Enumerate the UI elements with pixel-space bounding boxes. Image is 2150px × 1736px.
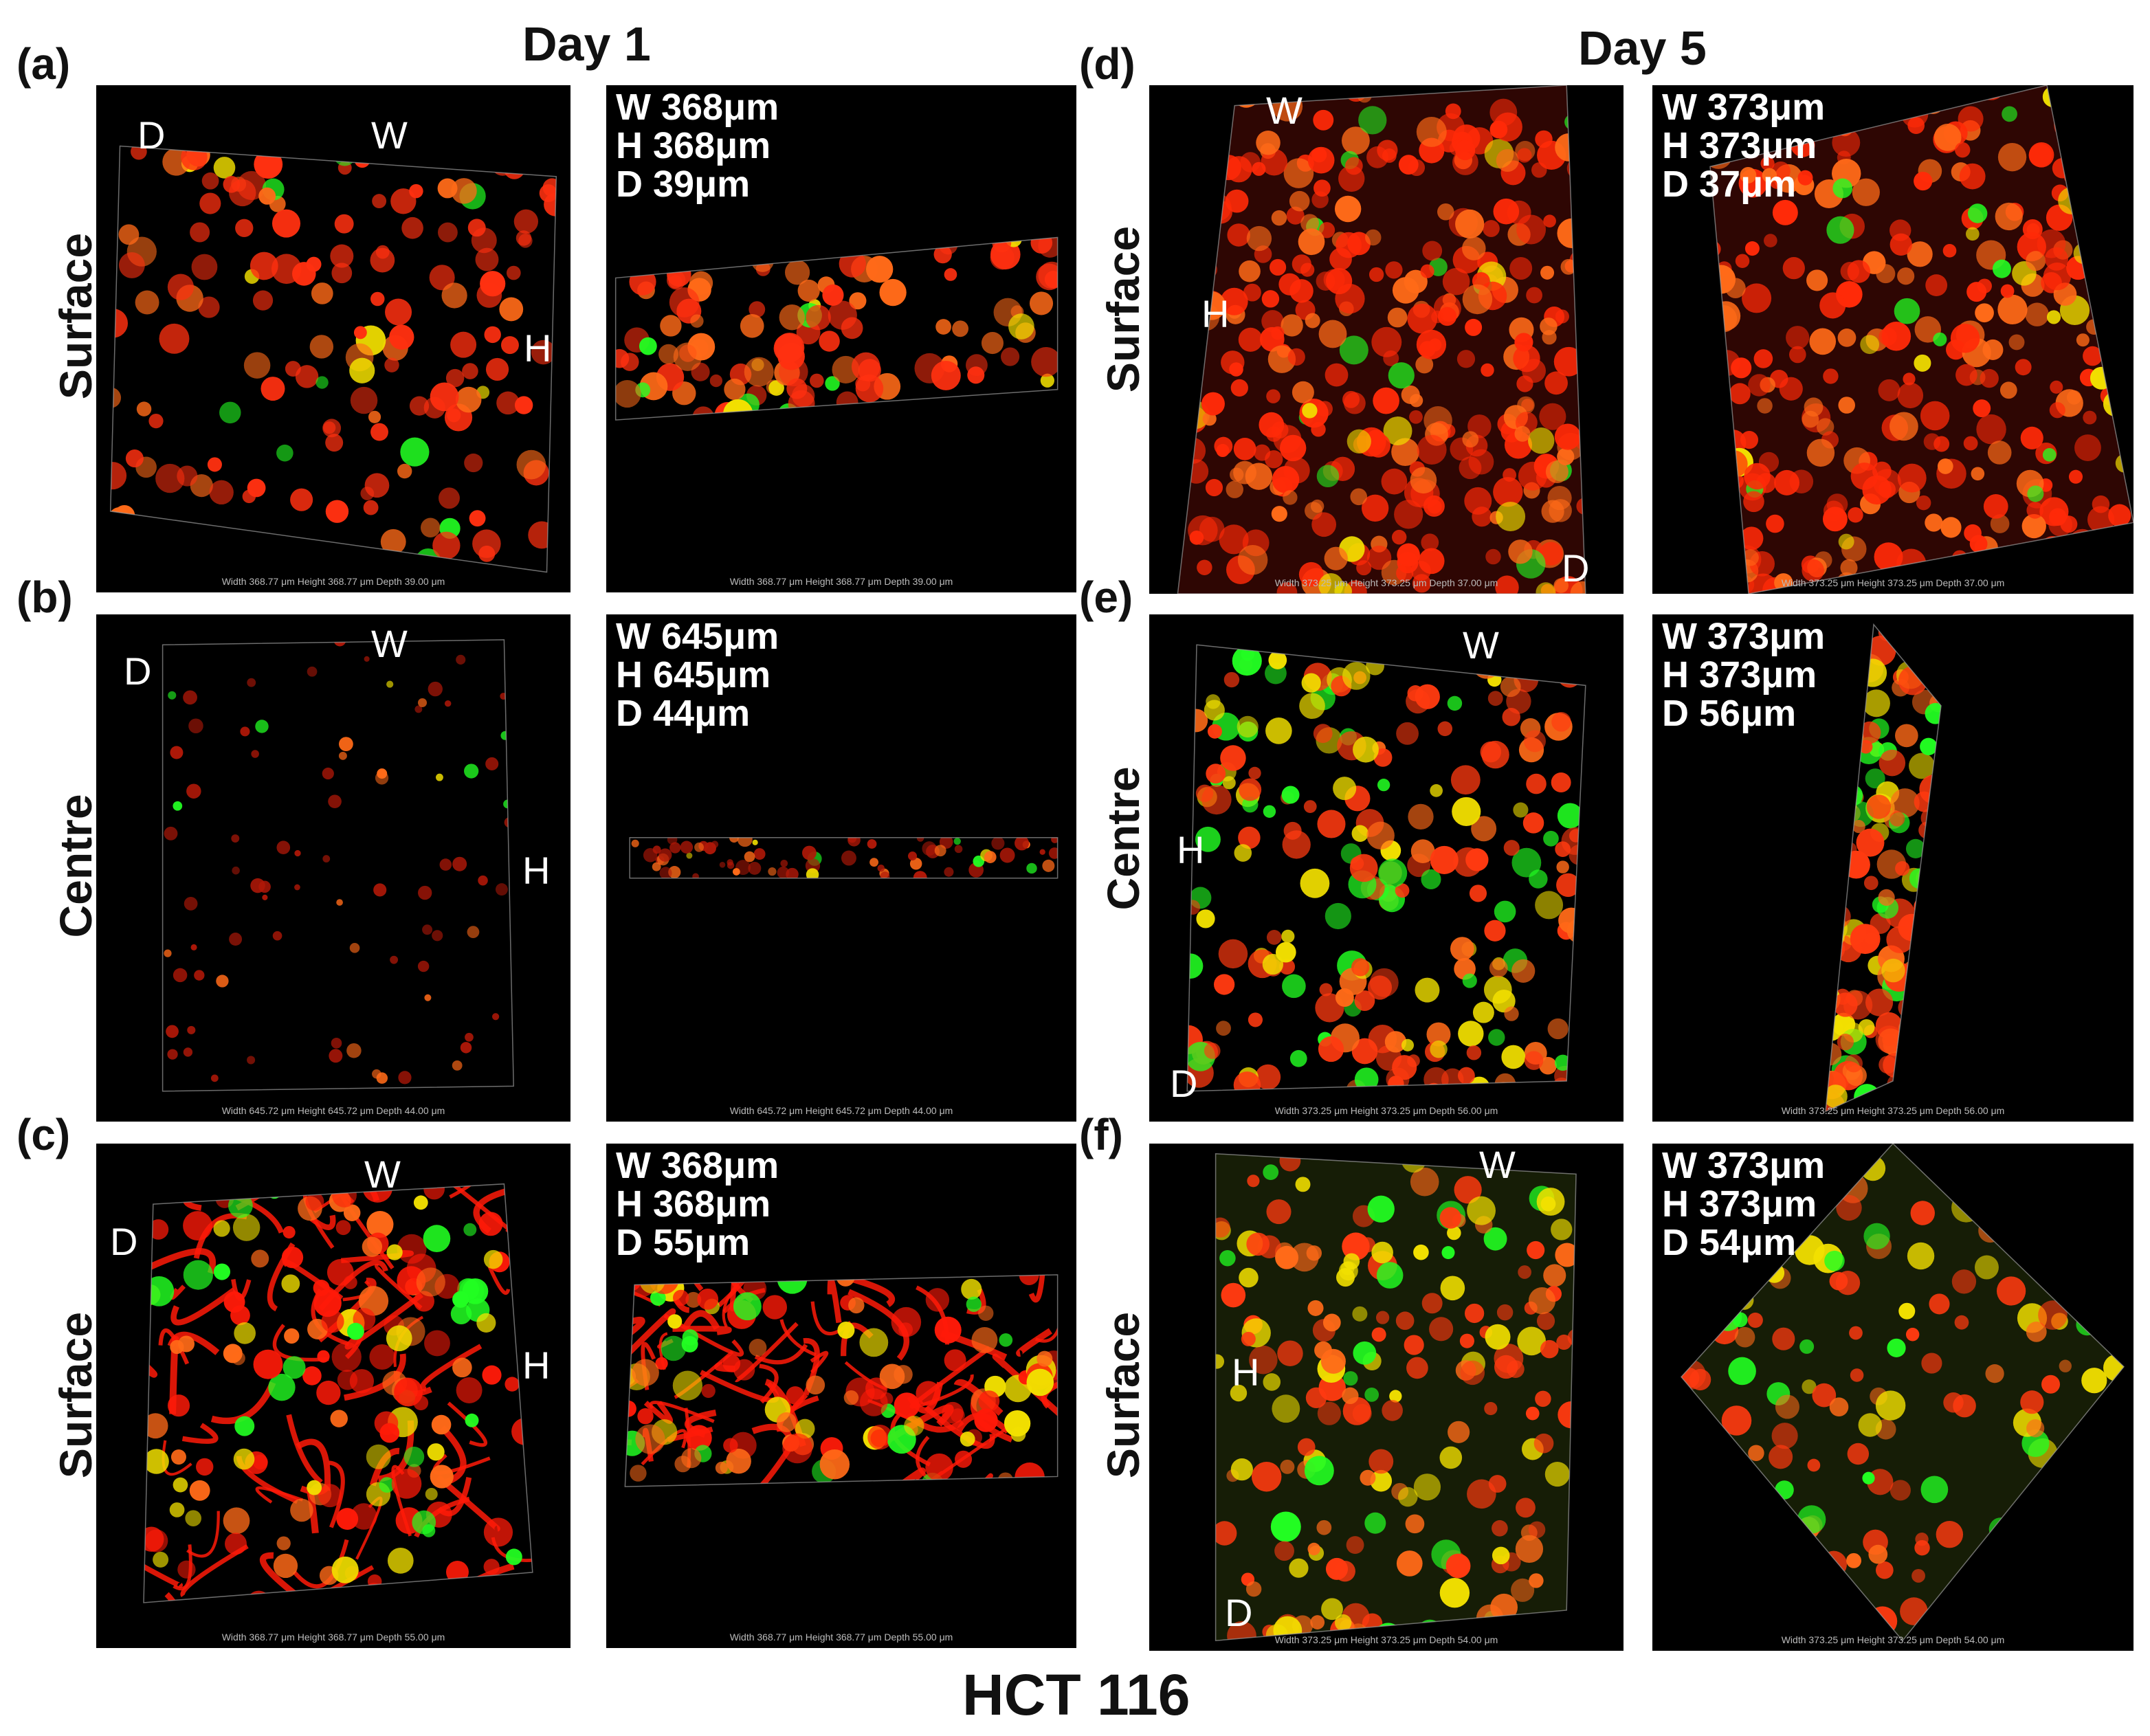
axis-label-h: H — [1232, 1350, 1260, 1394]
axis-label-w: W — [364, 1153, 401, 1196]
panel-letter-d: (d) — [1079, 39, 1135, 89]
micrograph-e-3d-view: W H D Width 373.25 μm Height 373.25 μm D… — [1149, 614, 1623, 1122]
micrograph-c-side-view: W 368μm H 368μm D 55μm Width 368.77 μm H… — [606, 1144, 1076, 1648]
micrograph-e-side-view: W 373μm H 373μm D 56μm Width 373.25 μm H… — [1652, 614, 2134, 1122]
scale-caption: Width 368.77 μm Height 368.77 μm Depth 3… — [221, 576, 445, 587]
cell-cluster — [615, 237, 1058, 421]
panel-letter-e: (e) — [1079, 572, 1133, 622]
cell-cluster — [1215, 1153, 1577, 1641]
panel-letter-b: (b) — [16, 572, 73, 622]
cell-cluster — [1187, 645, 1586, 1091]
region-label-a: Surface — [50, 232, 101, 400]
axis-label-h: H — [524, 326, 552, 370]
axis-label-d: D — [1562, 546, 1590, 590]
dimension-readout: W 373μm H 373μm D 54μm — [1662, 1146, 1825, 1262]
dimension-readout: W 373μm H 373μm D 37μm — [1662, 88, 1825, 203]
scale-caption: Width 373.25 μm Height 373.25 μm Depth 5… — [1274, 1105, 1498, 1116]
region-label-c: Surface — [50, 1311, 101, 1479]
width-value: W 368μm — [616, 87, 779, 128]
width-value: W 645μm — [616, 616, 779, 657]
axis-label-d: D — [110, 1220, 138, 1263]
region-label-d: Surface — [1098, 225, 1149, 393]
scale-caption: Width 373.25 μm Height 373.25 μm Depth 3… — [1274, 577, 1498, 588]
width-value: W 373μm — [1662, 616, 1826, 657]
axis-label-d: D — [1170, 1062, 1198, 1105]
cell-cluster — [625, 1274, 1058, 1487]
scale-caption: Width 368.77 μm Height 368.77 μm Depth 5… — [221, 1632, 445, 1643]
height-value: H 373μm — [1662, 1183, 1817, 1225]
dimension-readout: W 373μm H 373μm D 56μm — [1662, 617, 1825, 733]
axis-label-w: W — [1463, 623, 1499, 667]
cell-cluster — [631, 837, 1058, 878]
region-label-f: Surface — [1098, 1311, 1149, 1479]
day5-header: Day 5 — [1578, 21, 1707, 75]
panel-letter-c: (c) — [16, 1110, 71, 1159]
axis-label-h: H — [522, 1344, 551, 1387]
height-value: H 368μm — [616, 1183, 771, 1225]
dimension-readout: W 368μm H 368μm D 55μm — [616, 1146, 779, 1262]
micrograph-a-side-view: W 368μm H 368μm D 39μm Width 368.77 μm H… — [606, 85, 1076, 592]
axis-label-d: D — [137, 113, 166, 157]
panel-letter-f: (f) — [1079, 1110, 1123, 1159]
micrograph-b-3d-view: D W H Width 645.72 μm Height 645.72 μm D… — [96, 614, 570, 1122]
region-label-e: Centre — [1098, 766, 1149, 911]
scale-caption: Width 645.72 μm Height 645.72 μm Depth 4… — [729, 1105, 953, 1116]
depth-value: D 54μm — [1662, 1222, 1797, 1263]
axis-label-h: H — [1201, 292, 1230, 335]
cell-cluster — [164, 639, 514, 1084]
width-value: W 373μm — [1662, 1145, 1826, 1186]
depth-value: D 44μm — [616, 693, 751, 734]
micrograph-d-3d-view: W H D Width 373.25 μm Height 373.25 μm D… — [1149, 85, 1623, 594]
axis-label-w: W — [1266, 89, 1303, 132]
cell-cluster — [1177, 85, 1586, 594]
region-label-b: Centre — [50, 794, 101, 938]
axis-label-d: D — [1225, 1591, 1253, 1634]
axis-label-w: W — [371, 622, 408, 665]
scale-caption: Width 373.25 μm Height 373.25 μm Depth 5… — [1274, 1634, 1498, 1645]
axis-label-h: H — [522, 849, 551, 892]
depth-value: D 55μm — [616, 1222, 751, 1263]
width-value: W 368μm — [616, 1145, 779, 1186]
cell-line-label: HCT 116 — [962, 1662, 1190, 1727]
dimension-readout: W 645μm H 645μm D 44μm — [616, 617, 779, 733]
height-value: H 368μm — [616, 125, 771, 166]
scale-caption: Width 645.72 μm Height 645.72 μm Depth 4… — [221, 1105, 445, 1116]
axis-label-d: D — [124, 649, 152, 693]
micrograph-d-side-view: W 373μm H 373μm D 37μm Width 373.25 μm H… — [1652, 85, 2134, 594]
axis-label-w: W — [371, 113, 408, 157]
cell-cluster — [1826, 624, 1941, 1112]
panel-letter-a: (a) — [16, 39, 71, 89]
height-value: H 645μm — [616, 654, 771, 695]
micrograph-c-3d-view: D W H Width 368.77 μm Height 368.77 μm D… — [96, 1144, 570, 1648]
axis-label-w: W — [1479, 1144, 1516, 1186]
scale-caption: Width 373.25 μm Height 373.25 μm Depth 3… — [1781, 577, 2005, 588]
scale-caption: Width 373.25 μm Height 373.25 μm Depth 5… — [1781, 1634, 2005, 1645]
axis-label-h: H — [1177, 828, 1205, 871]
depth-value: D 39μm — [616, 164, 751, 205]
day1-header: Day 1 — [522, 17, 651, 71]
height-value: H 373μm — [1662, 654, 1817, 695]
scale-caption: Width 368.77 μm Height 368.77 μm Depth 5… — [729, 1632, 953, 1643]
micrograph-f-3d-view: W H D Width 373.25 μm Height 373.25 μm D… — [1149, 1144, 1623, 1651]
micrograph-b-side-view: W 645μm H 645μm D 44μm Width 645.72 μm H… — [606, 614, 1076, 1122]
micrograph-a-3d-view: D W H Width 368.77 μm Height 368.77 μm D… — [96, 85, 570, 592]
width-value: W 373μm — [1662, 87, 1826, 128]
scale-caption: Width 368.77 μm Height 368.77 μm Depth 3… — [729, 576, 953, 587]
scale-caption: Width 373.25 μm Height 373.25 μm Depth 5… — [1781, 1105, 2005, 1116]
micrograph-f-side-view: W 373μm H 373μm D 54μm Width 373.25 μm H… — [1652, 1144, 2134, 1651]
height-value: H 373μm — [1662, 125, 1817, 166]
cell-cluster — [110, 146, 557, 572]
depth-value: D 56μm — [1662, 693, 1797, 734]
dimension-readout: W 368μm H 368μm D 39μm — [616, 88, 779, 203]
depth-value: D 37μm — [1662, 164, 1797, 205]
